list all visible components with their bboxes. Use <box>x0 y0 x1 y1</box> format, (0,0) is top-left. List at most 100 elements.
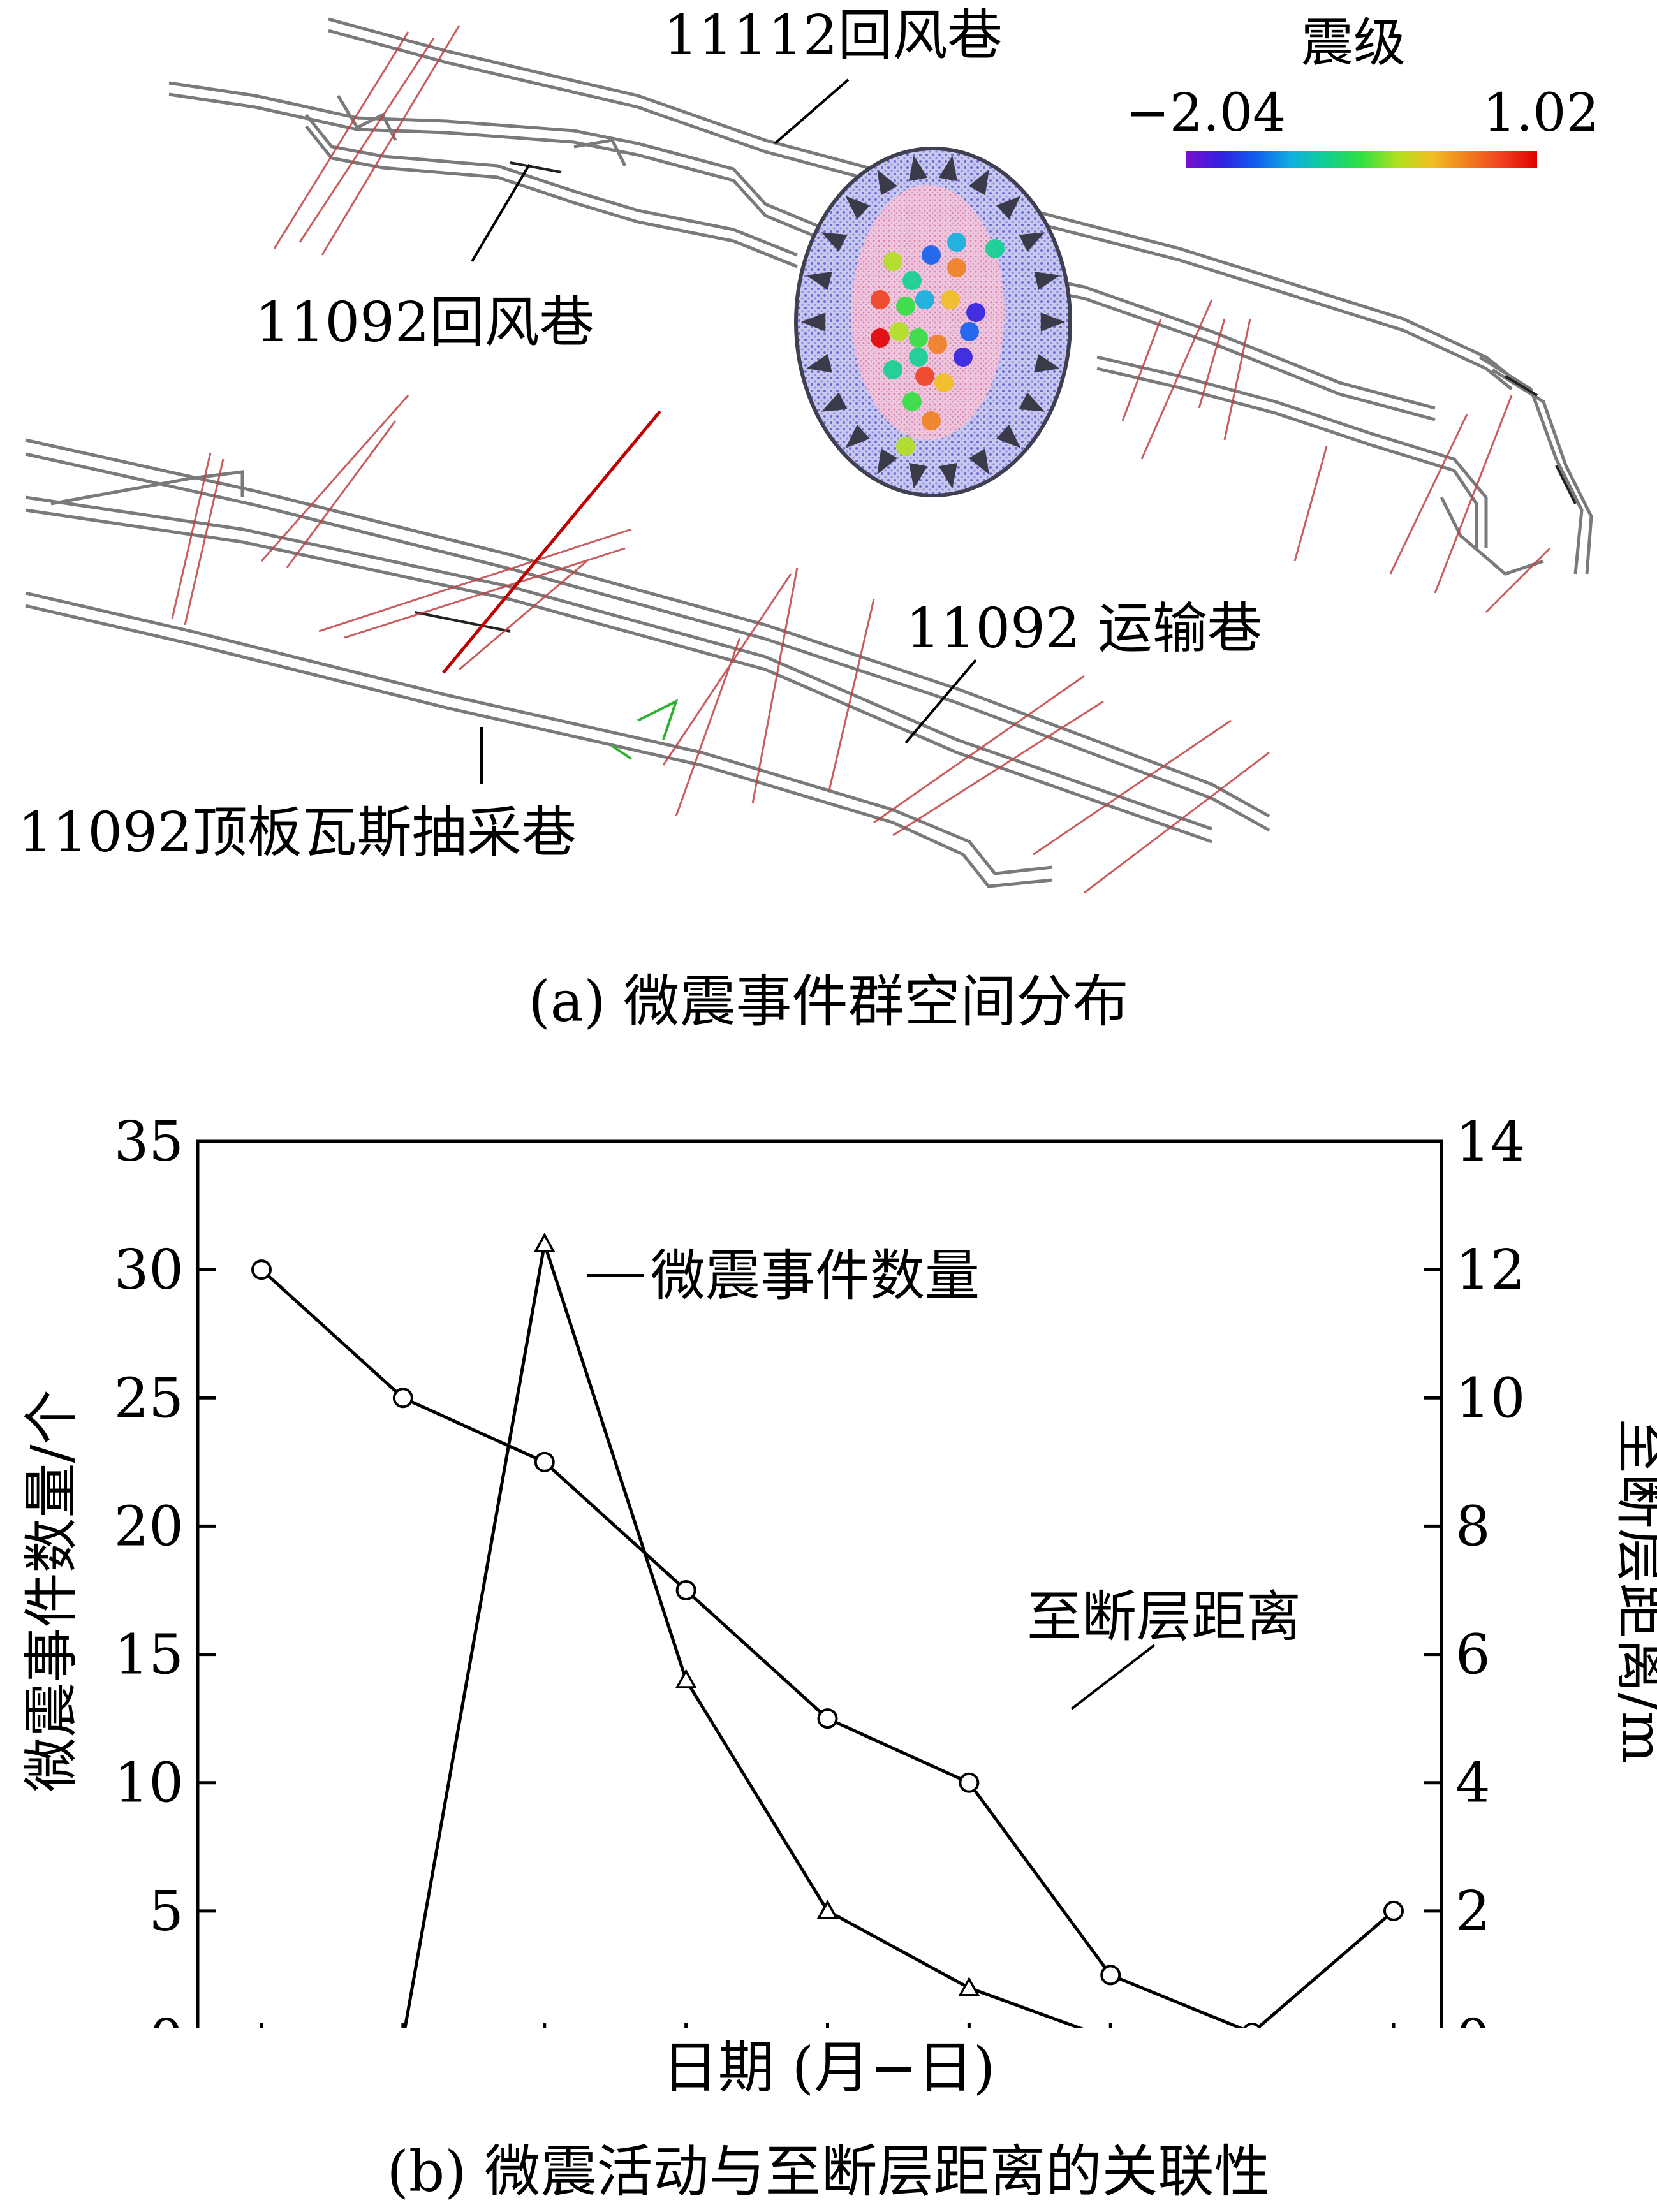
upper-roadways <box>168 17 1593 576</box>
y-left-tick-label: 10 <box>114 1752 184 1815</box>
cluster-arrow <box>845 196 870 220</box>
annotation-fault-distance: 至断层距离 <box>1027 1585 1301 1649</box>
y-axis-right-label: 至断层距离/m <box>1610 1419 1657 1764</box>
event-count-point <box>958 1976 980 1996</box>
cluster-arrow <box>996 196 1021 220</box>
y-right-tick-label: 4 <box>1455 1752 1491 1815</box>
panel-a-map: 11112回风巷 11092回风巷 11092 运输巷 11092顶板瓦斯抽采巷… <box>0 0 1657 918</box>
seismic-event-point <box>928 335 947 354</box>
y-left-tick-label: 25 <box>114 1366 184 1430</box>
label-11112-return-airway: 11112回风巷 <box>663 4 1003 68</box>
panel-b-caption: (b) 微震活动与至断层距离的关联性 <box>387 2139 1270 2204</box>
seismic-events <box>871 233 1005 456</box>
seismic-event-point <box>883 360 902 379</box>
label-11092-return-airway: 11092回风巷 <box>255 291 594 355</box>
colorbar-min-label: −2.04 <box>1126 83 1286 143</box>
chart-svg: 05101520253035 02468101214 10−1310−1410−… <box>20 1110 1657 2212</box>
colorbar: 震级 −2.04 1.02 <box>1126 13 1600 168</box>
seismic-event-point <box>966 303 985 322</box>
cluster-arrow <box>996 424 1021 448</box>
y-right-tick-label: 14 <box>1455 1110 1525 1174</box>
y-left-tick-label: 35 <box>114 1110 184 1174</box>
cluster-arrow <box>1034 354 1060 372</box>
cluster-arrow <box>806 354 832 372</box>
seismic-event-point <box>902 271 922 290</box>
cluster-arrow <box>821 392 848 412</box>
series-annotations <box>587 1274 1156 1710</box>
seismic-event-point <box>883 252 902 271</box>
seismic-event-point <box>871 328 890 348</box>
cluster-arrow <box>938 462 958 489</box>
fault-traces <box>171 25 1551 894</box>
fault-distance-point <box>1100 1965 1121 1986</box>
colorbar-max-label: 1.02 <box>1483 83 1600 143</box>
lower-roadways <box>25 438 1270 888</box>
seismic-event-point <box>922 411 941 430</box>
seismic-event-point <box>902 392 922 411</box>
lower-roadway-accents <box>414 611 679 760</box>
y-left-tick-label: 30 <box>114 1238 184 1302</box>
seismic-event-point <box>941 290 960 309</box>
cluster-arrow <box>1019 392 1045 412</box>
fault-distance-point <box>534 1451 555 1472</box>
fault-distance-point <box>392 1388 413 1409</box>
annotation-event-count: 微震事件数量 <box>651 1244 980 1308</box>
cluster-arrow <box>908 155 928 182</box>
seismic-event-point <box>896 297 915 316</box>
cluster-arrow <box>845 424 870 448</box>
x-axis-label: 日期 (月−日) <box>661 2035 996 2100</box>
event-count-point <box>675 1669 697 1688</box>
cluster-arrow <box>908 462 928 489</box>
seismic-event-point <box>922 245 941 265</box>
cluster-arrow <box>801 312 826 332</box>
cluster-arrow <box>1019 232 1045 252</box>
seismic-event-point <box>934 373 954 392</box>
y-left-tick-label: 5 <box>149 1880 184 1944</box>
cluster-arrow <box>877 448 898 475</box>
upper-roadway-dark-segments <box>510 161 1577 504</box>
y-right-tick-label: 2 <box>1455 1880 1491 1944</box>
y-left-tick-label: 15 <box>114 1623 184 1687</box>
label-11092-gas-drainage-roadway: 11092顶板瓦斯抽采巷 <box>18 801 577 865</box>
event-count-point <box>533 1233 556 1252</box>
leader-lines <box>471 78 977 784</box>
colorbar-bar <box>1186 151 1537 168</box>
seismic-event-point <box>909 348 928 367</box>
cluster-arrow <box>877 169 898 196</box>
y-right-tick-label: 6 <box>1455 1623 1491 1687</box>
fault-distance-point <box>1383 1900 1404 1921</box>
seismic-event-point <box>909 328 928 348</box>
label-11092-haulage-way: 11092 运输巷 <box>906 597 1262 661</box>
seismic-event-point <box>890 322 909 341</box>
fault-distance-point <box>817 1708 838 1729</box>
right-axis: 02468101214 <box>1424 1110 1525 2072</box>
panel-b-chart: 05101520253035 02468101214 10−1310−1410−… <box>0 1058 1657 2212</box>
seismic-event-point <box>896 437 915 456</box>
seismic-event-point <box>985 239 1005 258</box>
y-right-tick-label: 12 <box>1455 1238 1525 1302</box>
cluster-arrow <box>821 232 848 252</box>
y-right-tick-label: 10 <box>1455 1366 1525 1430</box>
main-fault-line <box>442 410 661 674</box>
panel-a-caption: (a) 微震事件群空间分布 <box>528 969 1129 1034</box>
y-right-tick-label: 8 <box>1455 1495 1491 1558</box>
fault-distance-point <box>675 1580 696 1600</box>
y-left-tick-label: 20 <box>114 1495 184 1558</box>
cluster-arrow <box>806 272 832 290</box>
seismic-event-point <box>947 233 966 252</box>
cluster-arrow <box>1034 272 1060 290</box>
seismic-event-point <box>954 348 973 367</box>
cluster-arrow <box>968 448 989 475</box>
cluster-arrow <box>938 155 958 182</box>
cluster-arrow <box>1040 312 1065 332</box>
cluster-arrows <box>801 155 1065 489</box>
seismic-event-point <box>915 367 934 386</box>
left-axis: 05101520253035 <box>114 1110 216 2072</box>
seismic-cluster <box>794 147 1072 497</box>
seismic-event-point <box>947 258 966 277</box>
fault-distance-point <box>959 1772 980 1793</box>
seismic-event-point <box>871 290 890 309</box>
seismic-event-point <box>960 322 979 341</box>
cluster-arrow <box>968 169 989 196</box>
y-axis-left-label: 微震事件数量/个 <box>20 1390 84 1792</box>
